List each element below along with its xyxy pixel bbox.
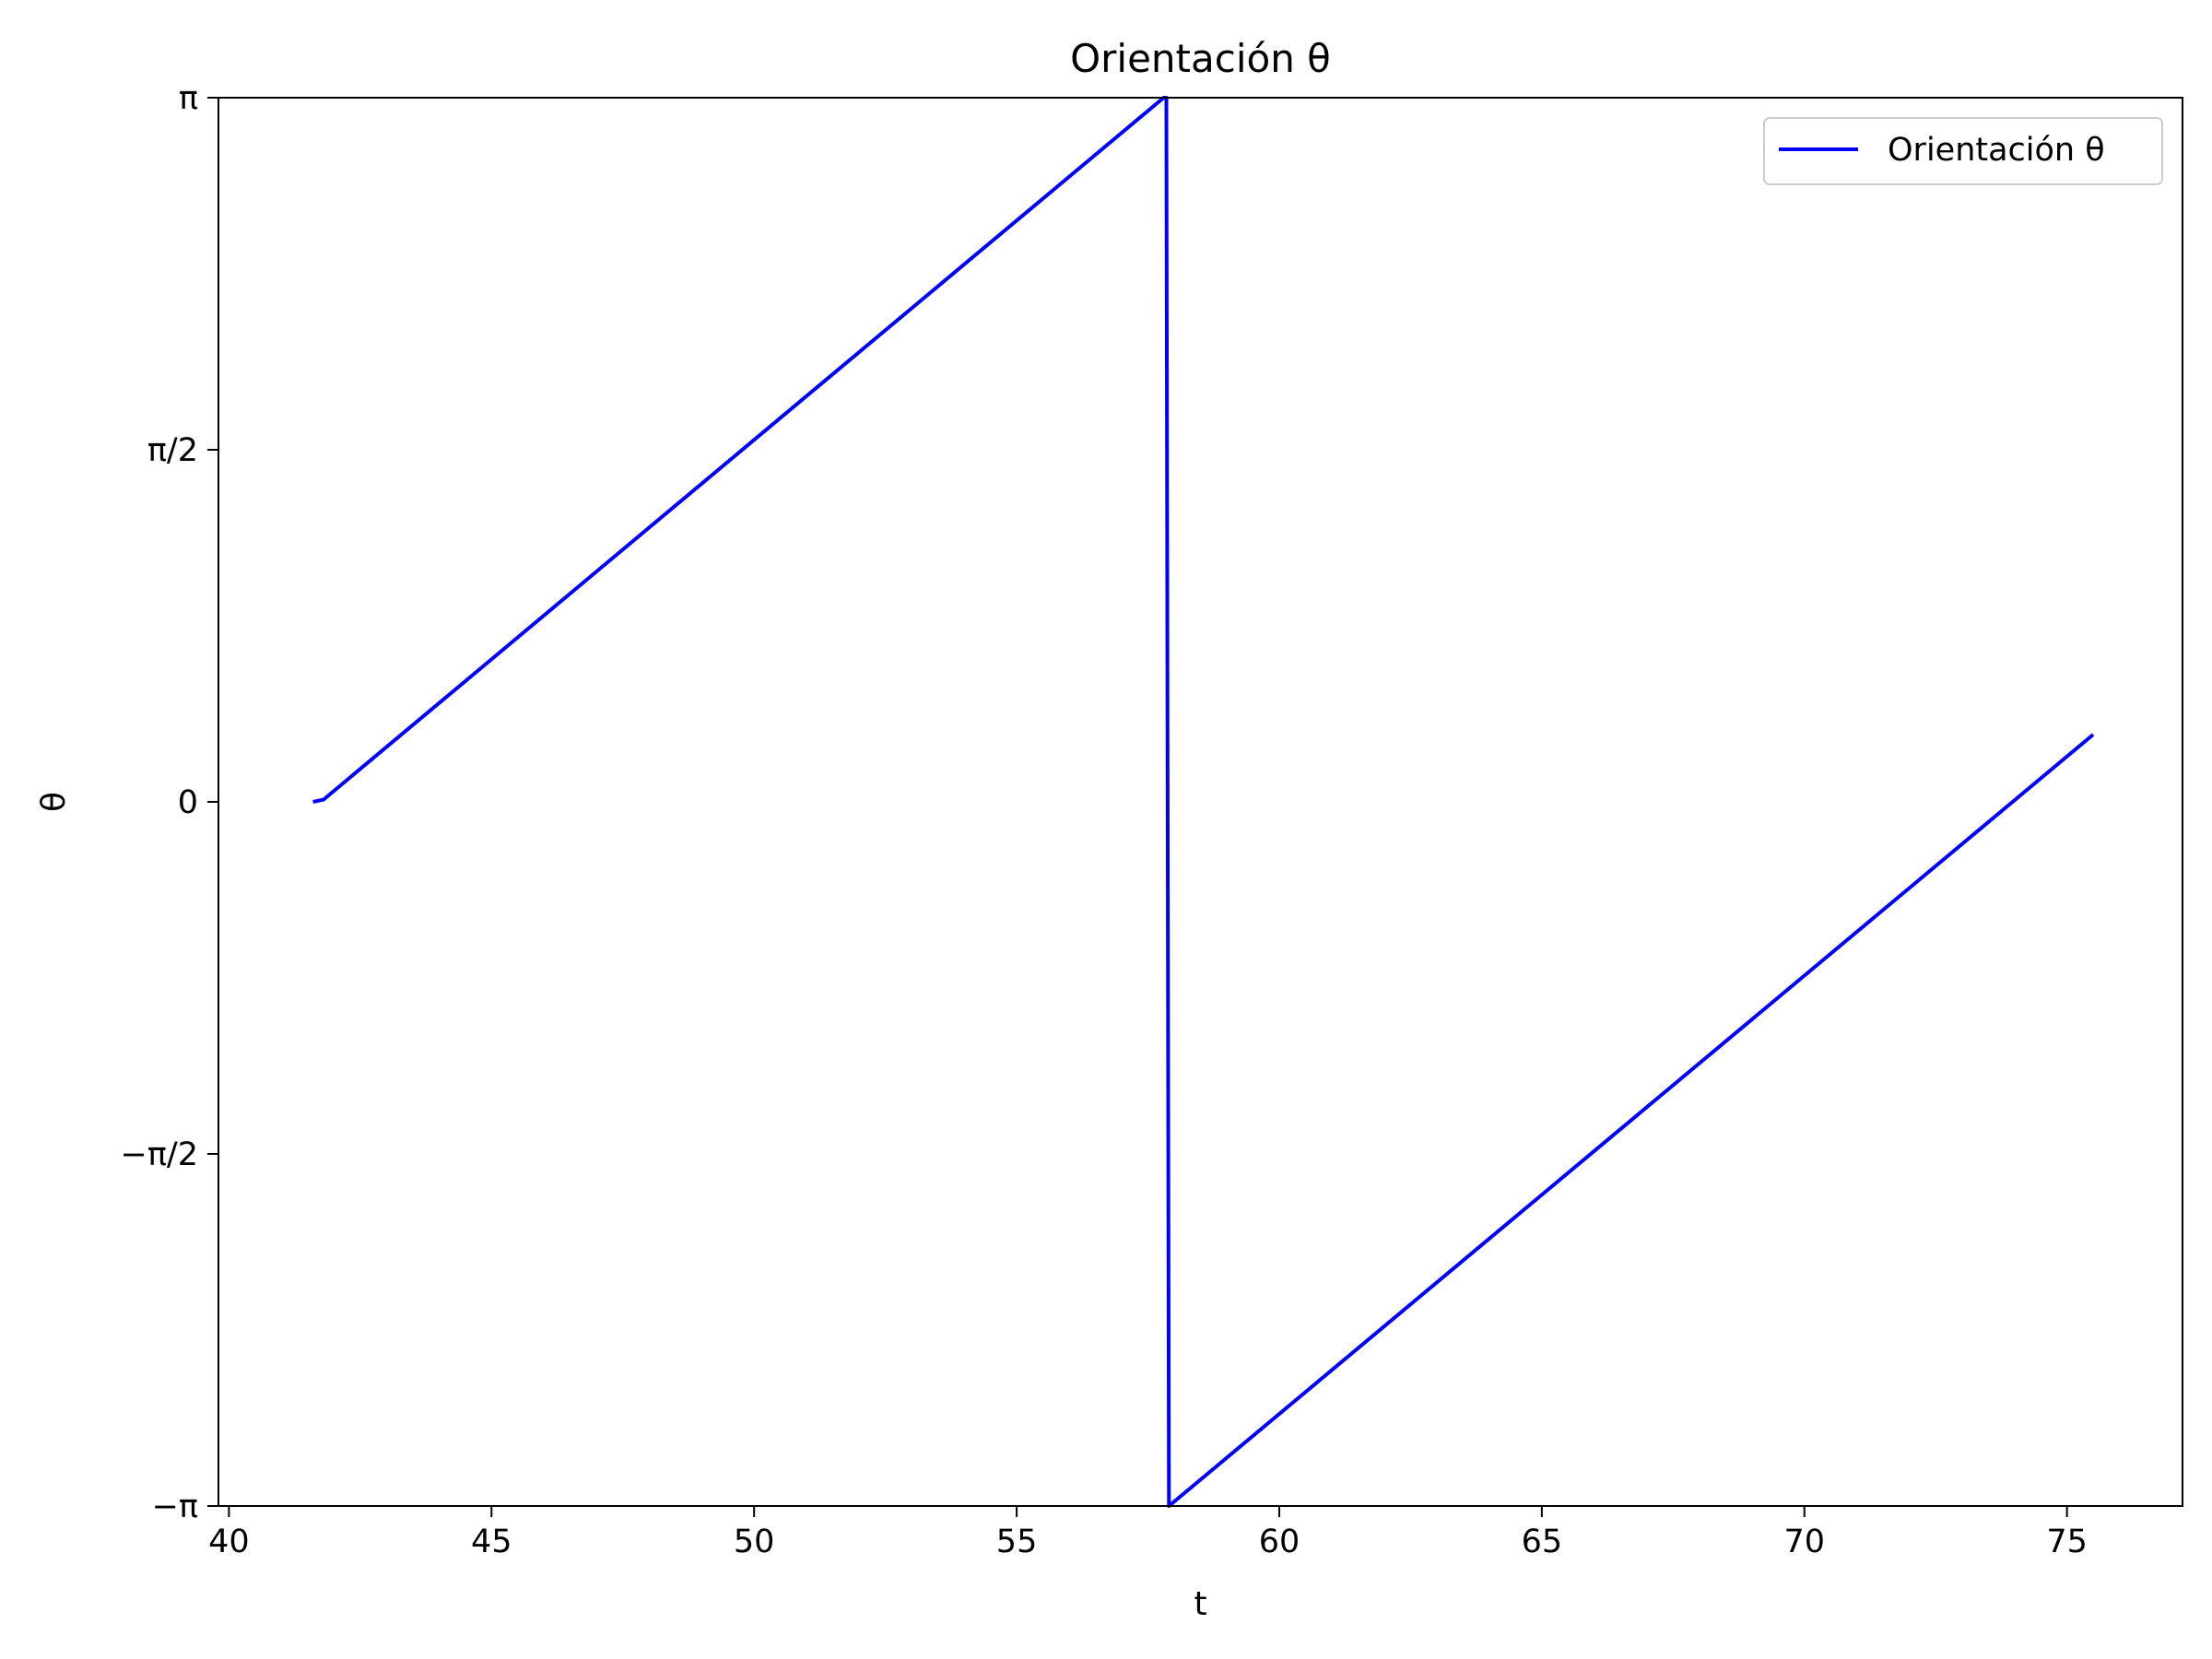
- axes-layer: 40 45 50 55 60 65 70 75 −π −π/2 0 π/2 π: [121, 80, 2183, 1560]
- x-tick-label: 55: [996, 1524, 1038, 1560]
- x-tick-label: 50: [734, 1524, 775, 1560]
- chart-title: Orientación θ: [1070, 36, 1331, 81]
- x-axis-label: t: [1194, 1585, 1206, 1623]
- x-tick-label: 70: [1783, 1524, 1825, 1560]
- x-tick-label: 75: [2046, 1524, 2088, 1560]
- legend-box: [1763, 117, 2163, 185]
- plot-area: [218, 98, 2183, 1506]
- legend-label: Orientación θ: [1888, 132, 2105, 169]
- y-tick-label: −π: [152, 1488, 198, 1525]
- x-tick-label: 60: [1259, 1524, 1300, 1560]
- y-tick-label: −π/2: [121, 1136, 198, 1173]
- y-tick-label: π/2: [147, 432, 198, 469]
- y-axis-label: θ: [35, 792, 73, 812]
- x-tick-label: 45: [471, 1524, 512, 1560]
- legend: Orientación θ: [1763, 117, 2163, 185]
- y-tick-label: 0: [178, 784, 198, 821]
- x-tick-label: 65: [1522, 1524, 1563, 1560]
- x-tick-label: 40: [208, 1524, 250, 1560]
- y-tick-label: π: [179, 80, 198, 117]
